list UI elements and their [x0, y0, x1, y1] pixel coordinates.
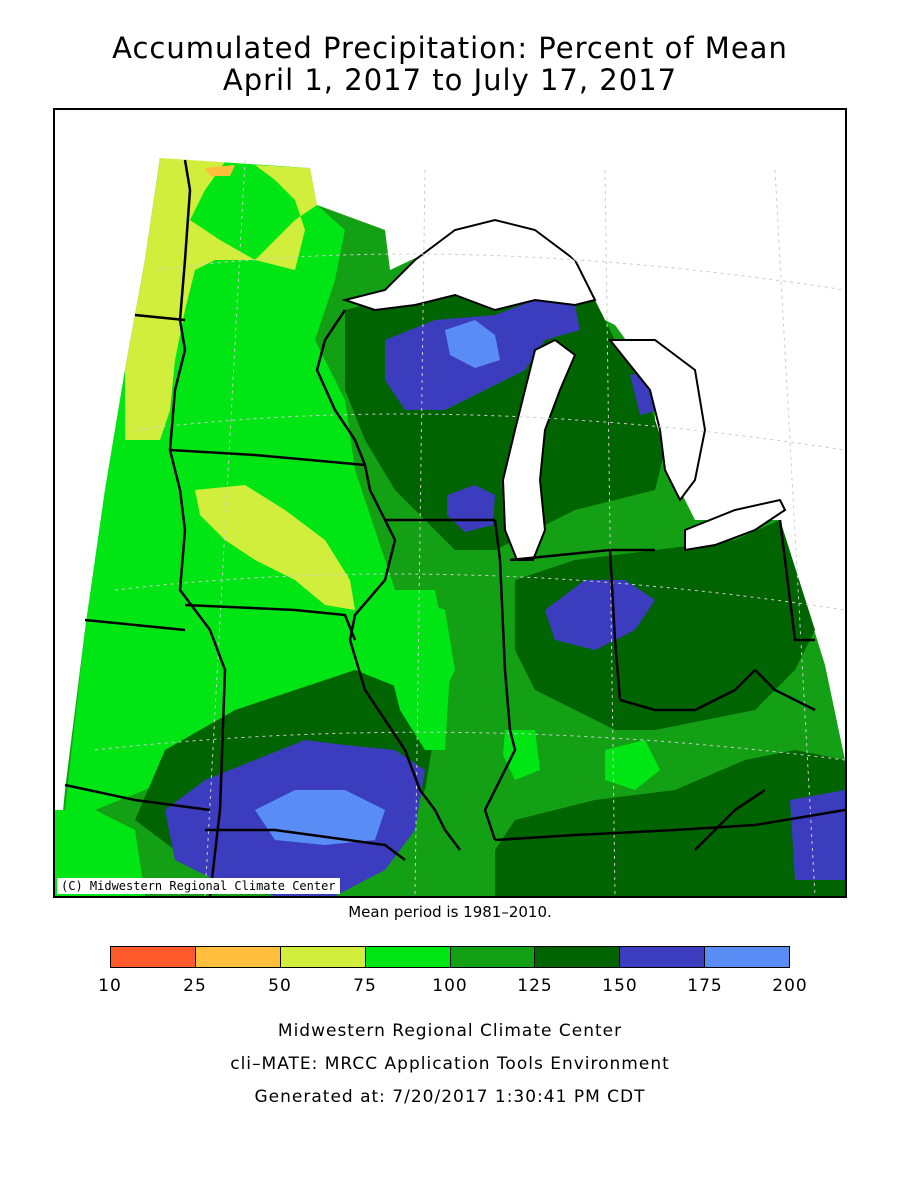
legend-tick-label: 10 [98, 976, 122, 996]
legend-swatch [620, 947, 706, 967]
lake-michigan [501, 338, 577, 561]
graticule [94, 159, 845, 896]
lake-huron [607, 339, 707, 502]
legend-swatch [111, 947, 196, 967]
legend-tick-label: 100 [432, 976, 468, 996]
zone-25-50-north [205, 165, 235, 176]
footer-org: Midwestern Regional Climate Center [277, 1021, 623, 1041]
legend-tick-label: 25 [183, 976, 207, 996]
legend-tick-label: 125 [517, 976, 553, 996]
legend-tick-label: 175 [687, 976, 723, 996]
zone-75-100-southwest [55, 810, 145, 896]
legend-tick-label: 50 [268, 976, 292, 996]
state-boundaries [64, 159, 845, 896]
zone-75-100-kentucky [605, 740, 660, 790]
zone-50-75-south-dakota [195, 485, 355, 610]
map-copyright: (C) Midwestern Regional Climate Center [57, 878, 340, 894]
legend-tick-label: 75 [353, 976, 377, 996]
canada-region [55, 110, 845, 510]
legend-swatch [535, 947, 621, 967]
legend-swatch [450, 947, 536, 967]
zone-50-75-nw [125, 158, 317, 440]
legend-tick-label: 150 [602, 976, 638, 996]
map-canvas [55, 110, 845, 896]
zone-75-100-illinois [385, 590, 450, 750]
map-title: Accumulated Precipitation: Percent of Me… [112, 31, 788, 65]
zone-150-175-se [790, 790, 845, 880]
legend-swatch [705, 947, 789, 967]
zone-125-150-kentucky [495, 750, 845, 896]
legend-swatch [280, 947, 366, 967]
legend-swatch [365, 947, 451, 967]
mean-period-note: Mean period is 1981–2010. [348, 903, 552, 921]
lake-superior [341, 218, 597, 312]
zone-125-150-ohio [515, 520, 815, 730]
footer-generated: Generated at: 7/20/2017 1:30:41 PM CDT [254, 1087, 646, 1107]
legend-color-bar [110, 946, 790, 968]
footer-tool: cli–MATE: MRCC Application Tools Environ… [230, 1054, 670, 1074]
precipitation-map: (C) Midwestern Regional Climate Center [53, 108, 847, 898]
legend-swatch [195, 947, 281, 967]
color-legend: 10 25 50 75 100 125 150 175 200 [98, 946, 807, 1006]
zone-175-200-upper-mi [445, 320, 500, 368]
map-subtitle: April 1, 2017 to July 17, 2017 [222, 63, 678, 97]
lake-erie [684, 498, 787, 552]
legend-tick-label: 200 [772, 976, 808, 996]
zone-150-175-illinois [545, 580, 655, 650]
